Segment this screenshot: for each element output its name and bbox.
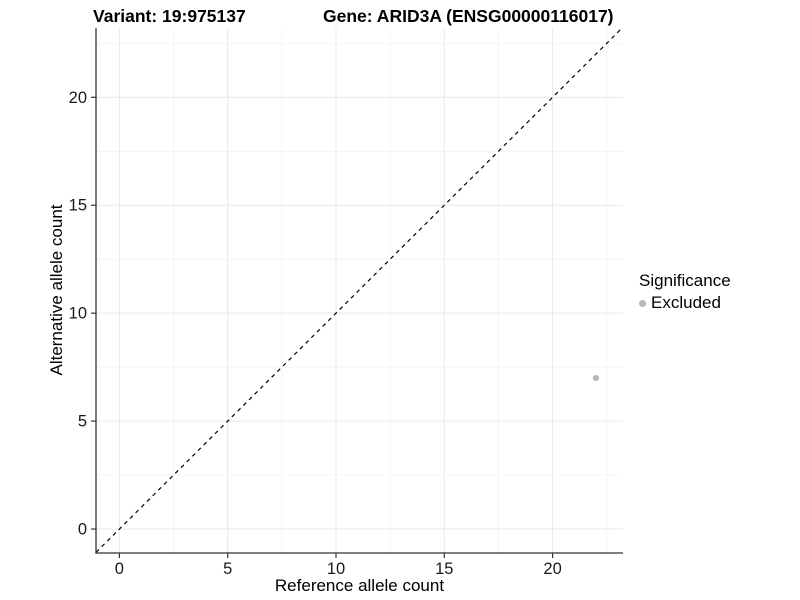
- y-tick-label: 15: [69, 197, 87, 215]
- x-tick-label: 5: [223, 560, 232, 578]
- legend-item-label: Excluded: [651, 293, 721, 312]
- y-tick-label: 0: [78, 521, 87, 539]
- x-tick-label: 15: [435, 560, 453, 578]
- data-point: [592, 374, 600, 382]
- gene-title: Gene: ARID3A (ENSG00000116017): [323, 6, 614, 26]
- y-tick-label: 10: [69, 305, 87, 323]
- x-tick-label: 0: [115, 560, 124, 578]
- legend-title: Significance: [639, 271, 731, 290]
- variant-title: Variant: 19:975137: [93, 6, 246, 26]
- legend: Significance Excluded: [639, 271, 731, 313]
- y-tick-label: 5: [78, 413, 87, 431]
- x-tick-label: 10: [327, 560, 345, 578]
- legend-point-icon: [639, 299, 646, 307]
- identity-line: [95, 27, 623, 553]
- y-axis-title: Alternative allele count: [47, 204, 66, 376]
- x-axis-title: Reference allele count: [274, 576, 445, 595]
- y-tick-label: 20: [69, 89, 87, 107]
- x-tick-label: 20: [543, 560, 561, 578]
- legend-item-excluded: Excluded: [639, 293, 731, 313]
